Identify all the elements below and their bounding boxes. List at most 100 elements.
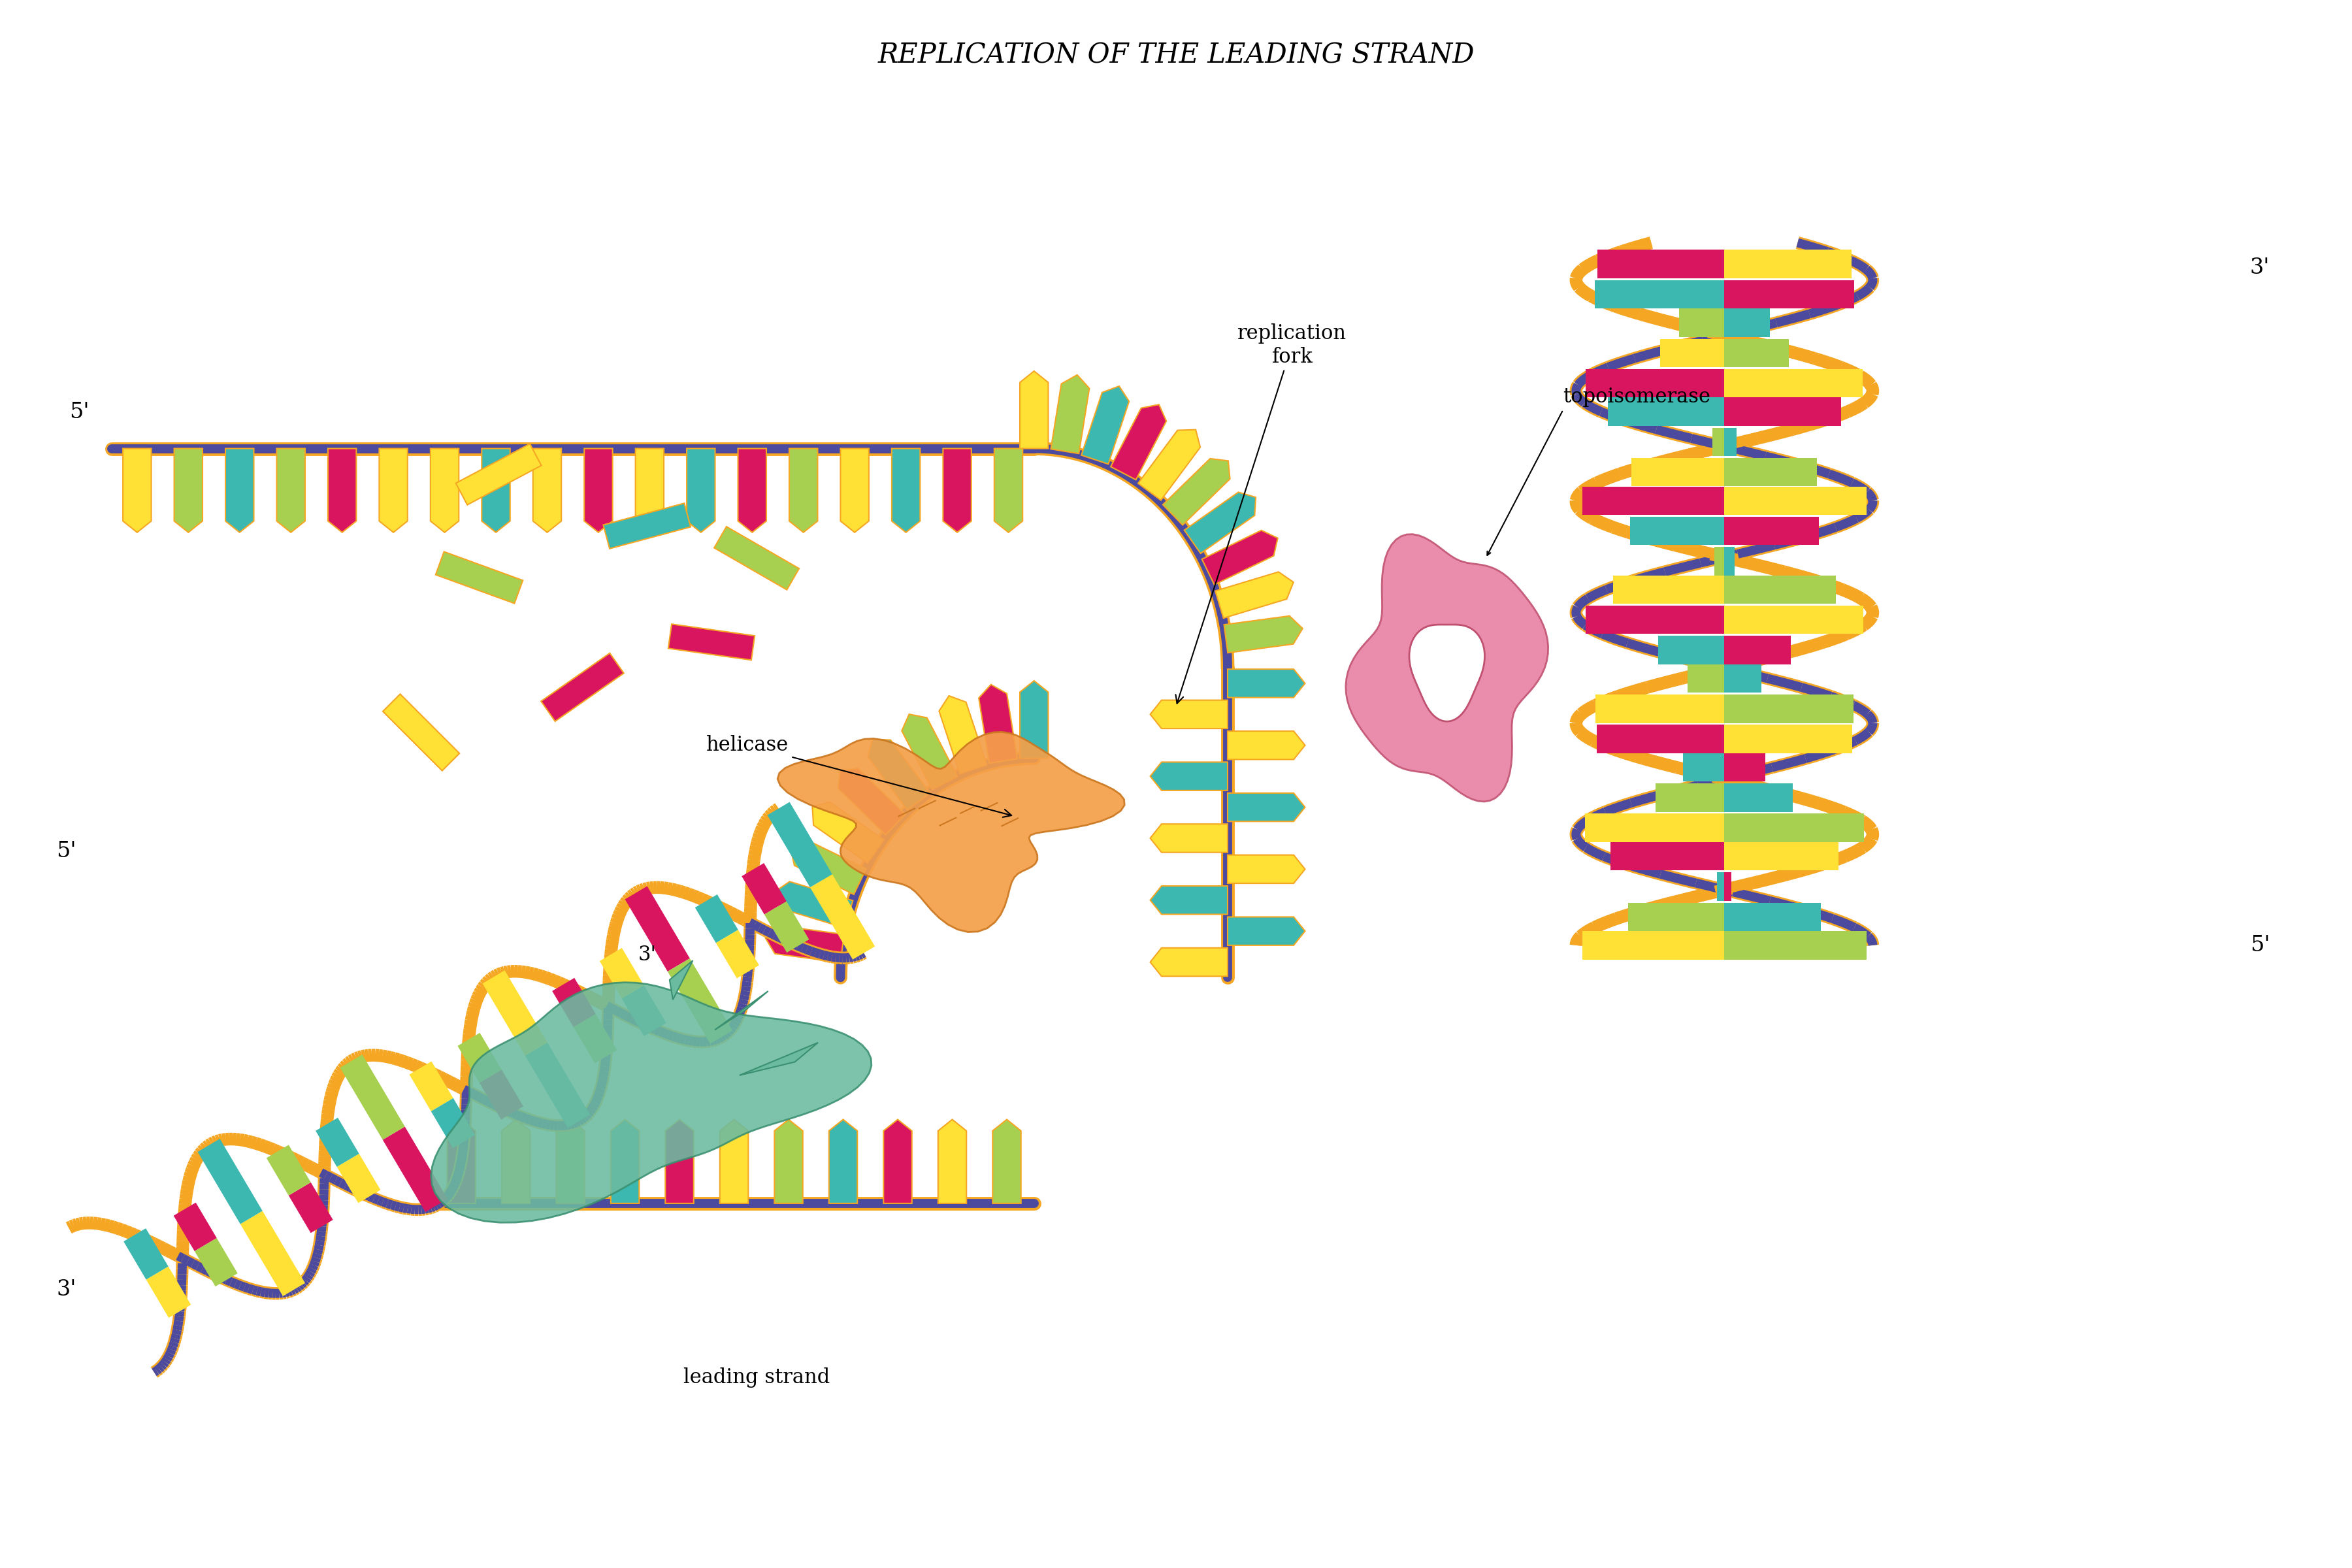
Polygon shape	[534, 448, 562, 533]
Text: 3': 3'	[2251, 257, 2270, 279]
Polygon shape	[1597, 724, 1724, 753]
Polygon shape	[943, 448, 971, 533]
Polygon shape	[1150, 762, 1228, 790]
Polygon shape	[1228, 855, 1305, 883]
Polygon shape	[1724, 428, 1736, 456]
Polygon shape	[1223, 616, 1303, 652]
Polygon shape	[1051, 375, 1089, 453]
Polygon shape	[1724, 398, 1842, 426]
Text: replication
fork: replication fork	[1176, 323, 1348, 704]
Polygon shape	[379, 448, 407, 533]
Polygon shape	[1724, 665, 1762, 693]
Polygon shape	[938, 1120, 967, 1203]
Polygon shape	[828, 1120, 858, 1203]
Polygon shape	[809, 875, 875, 960]
Polygon shape	[1724, 575, 1837, 604]
Polygon shape	[884, 1120, 913, 1203]
Polygon shape	[1724, 458, 1818, 486]
Polygon shape	[195, 1239, 238, 1286]
Polygon shape	[1632, 458, 1724, 486]
Polygon shape	[1724, 695, 1853, 723]
Polygon shape	[741, 862, 786, 914]
Polygon shape	[146, 1267, 191, 1317]
Polygon shape	[1583, 931, 1724, 960]
Polygon shape	[278, 448, 306, 533]
Polygon shape	[764, 925, 844, 963]
Polygon shape	[739, 448, 767, 533]
Polygon shape	[790, 840, 866, 894]
Polygon shape	[1679, 309, 1724, 337]
Polygon shape	[524, 1043, 590, 1127]
Polygon shape	[1150, 701, 1228, 729]
Polygon shape	[240, 1210, 306, 1297]
Polygon shape	[1724, 249, 1851, 278]
Polygon shape	[574, 1014, 616, 1063]
Polygon shape	[501, 1120, 529, 1203]
Polygon shape	[1724, 281, 1853, 309]
Polygon shape	[555, 1120, 586, 1203]
Polygon shape	[1595, 281, 1724, 309]
Polygon shape	[1724, 814, 1863, 842]
Polygon shape	[1162, 458, 1230, 525]
Polygon shape	[1216, 572, 1294, 618]
Polygon shape	[938, 696, 988, 773]
Polygon shape	[1724, 605, 1863, 633]
Polygon shape	[1684, 753, 1724, 781]
Polygon shape	[868, 740, 929, 811]
Polygon shape	[125, 1228, 169, 1279]
Polygon shape	[1228, 917, 1305, 946]
Polygon shape	[1656, 784, 1724, 812]
Polygon shape	[715, 930, 760, 978]
Text: topoisomerase: topoisomerase	[1564, 387, 1710, 408]
Polygon shape	[1150, 886, 1228, 914]
Polygon shape	[1724, 784, 1792, 812]
Polygon shape	[993, 1120, 1021, 1203]
Polygon shape	[715, 991, 769, 1030]
Polygon shape	[1724, 368, 1863, 397]
Polygon shape	[1613, 575, 1724, 604]
Polygon shape	[1150, 825, 1228, 853]
Polygon shape	[482, 971, 548, 1055]
Polygon shape	[1661, 339, 1724, 367]
Polygon shape	[1228, 670, 1305, 698]
Polygon shape	[456, 444, 541, 505]
Polygon shape	[635, 448, 663, 533]
Polygon shape	[600, 949, 644, 999]
Polygon shape	[1585, 605, 1724, 633]
Polygon shape	[670, 961, 694, 1000]
Polygon shape	[289, 1182, 334, 1232]
Text: leading strand: leading strand	[684, 1367, 830, 1388]
Polygon shape	[383, 1127, 447, 1212]
Polygon shape	[1724, 931, 1867, 960]
Polygon shape	[774, 881, 854, 928]
Polygon shape	[430, 983, 873, 1223]
Polygon shape	[1724, 724, 1853, 753]
Polygon shape	[779, 732, 1124, 931]
Polygon shape	[341, 1055, 405, 1140]
Polygon shape	[1712, 428, 1724, 456]
Polygon shape	[1082, 386, 1129, 464]
Polygon shape	[811, 801, 884, 862]
Polygon shape	[583, 448, 612, 533]
Polygon shape	[409, 1062, 454, 1112]
Polygon shape	[666, 1120, 694, 1203]
Polygon shape	[1724, 547, 1733, 575]
Polygon shape	[1724, 637, 1790, 665]
Polygon shape	[668, 624, 755, 660]
Polygon shape	[1658, 637, 1724, 665]
Polygon shape	[696, 894, 739, 942]
Polygon shape	[435, 552, 522, 604]
Polygon shape	[430, 448, 459, 533]
Polygon shape	[687, 448, 715, 533]
Polygon shape	[1585, 368, 1724, 397]
Polygon shape	[621, 985, 666, 1036]
Text: 3': 3'	[637, 944, 656, 964]
Polygon shape	[720, 1120, 748, 1203]
Polygon shape	[1595, 695, 1724, 723]
Polygon shape	[122, 448, 151, 533]
Text: helicase: helicase	[706, 735, 1011, 817]
Polygon shape	[602, 503, 691, 549]
Polygon shape	[459, 1033, 501, 1083]
Polygon shape	[482, 448, 510, 533]
Polygon shape	[1724, 486, 1865, 514]
